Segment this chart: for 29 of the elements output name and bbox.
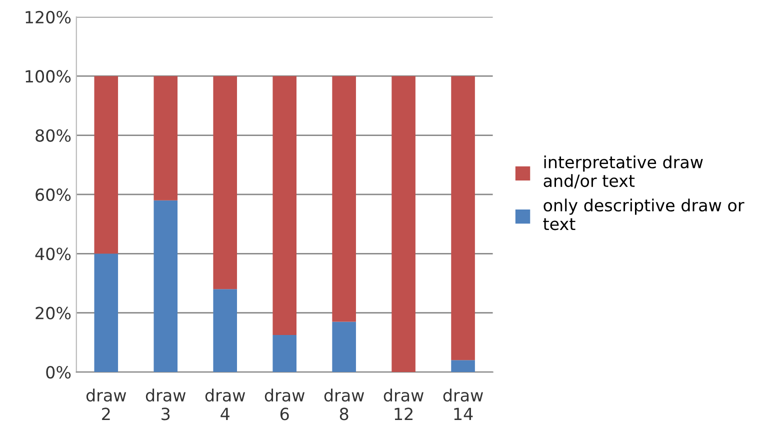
bar [332, 76, 356, 322]
x-tick-label: draw 6 [264, 388, 305, 420]
bar [213, 76, 238, 290]
x-tick-label: draw 4 [205, 388, 246, 420]
y-tick-label: 60% [36, 188, 71, 202]
bar [272, 335, 296, 372]
y-tick-label: 120% [26, 10, 71, 24]
x-tick-label: draw 8 [324, 388, 364, 420]
bar [213, 289, 238, 372]
bar [94, 254, 118, 372]
y-tick-label: 80% [36, 129, 71, 142]
bar [94, 76, 118, 254]
legend-label: only descriptive draw or text [543, 198, 744, 230]
bar [332, 322, 356, 372]
y-tick-label: 40% [35, 248, 71, 260]
bar [451, 76, 475, 360]
bar [392, 76, 416, 372]
x-tick-label: draw 2 [86, 388, 126, 420]
y-tick-label: 0% [46, 366, 71, 379]
x-tick-label: draw 14 [443, 388, 483, 420]
bar [154, 200, 178, 372]
y-tick-label: 100% [26, 70, 71, 83]
x-tick-label: draw 12 [384, 388, 424, 420]
bar [451, 360, 475, 372]
x-tick-label: draw 3 [146, 388, 186, 420]
bar [154, 76, 178, 200]
legend-label: interpretative draw and/or text [544, 156, 703, 188]
bar [272, 76, 296, 336]
y-tick-label: 20% [36, 306, 71, 320]
